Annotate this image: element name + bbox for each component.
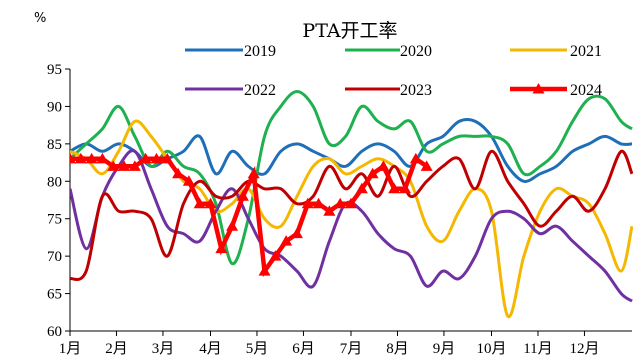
data-point-2024 <box>182 175 195 186</box>
legend-item-2023: 2023 <box>345 82 432 99</box>
x-tick-label: 2月 <box>105 341 128 357</box>
legend: 2019 2020 2021 2022 2023 2024 <box>185 43 602 99</box>
x-tick-label: 7月 <box>340 341 363 357</box>
data-point-2024 <box>247 167 260 179</box>
series-2020 <box>70 90 633 266</box>
data-point-2024 <box>226 220 239 231</box>
y-tick-label: 75 <box>47 212 62 228</box>
x-tick-label: 11月 <box>523 341 552 357</box>
legend-label: 2021 <box>570 43 602 60</box>
x-tick-label: 8月 <box>386 341 409 357</box>
legend-label: 2019 <box>244 43 276 60</box>
y-axis-unit-label: % <box>34 11 46 26</box>
legend-label: 2020 <box>400 43 432 60</box>
x-tick-label: 3月 <box>152 341 175 357</box>
legend-item-2024: 2024 <box>510 82 602 99</box>
legend-item-2020: 2020 <box>345 43 432 60</box>
data-point-2024 <box>161 152 174 164</box>
legend-item-2021: 2021 <box>510 43 602 60</box>
data-point-2024 <box>74 152 87 164</box>
data-point-2024 <box>323 205 336 216</box>
y-tick-label: 95 <box>47 62 62 78</box>
data-point-2024 <box>355 182 368 194</box>
data-point-2024 <box>269 250 282 261</box>
y-tick-label: 80 <box>47 174 62 190</box>
data-point-2024 <box>70 152 76 164</box>
series-line-2024 <box>70 155 428 278</box>
y-tick-label: 65 <box>47 287 62 303</box>
data-point-2024 <box>215 242 228 254</box>
data-point-2024 <box>301 197 314 209</box>
x-tick-label: 10月 <box>476 341 506 357</box>
series-line-2021 <box>70 119 633 318</box>
data-point-2024 <box>236 190 249 201</box>
data-point-2024 <box>96 152 109 164</box>
legend-label: 2023 <box>400 82 432 99</box>
axes: 60 65 70 75 80 85 90 95 1月 2月 3月 4月 5月 6月 7月 8月 9月 10月 11月… <box>47 62 632 357</box>
y-tick-label: 90 <box>47 99 62 115</box>
x-tick-label: 1月 <box>59 341 82 357</box>
data-point-2024 <box>204 197 217 209</box>
legend-marker <box>532 83 545 94</box>
plot-area <box>70 90 633 318</box>
data-point-2024 <box>172 167 185 179</box>
series-2021 <box>70 119 633 318</box>
x-tick-label: 12月 <box>569 341 599 357</box>
x-tick-label: 5月 <box>246 341 269 357</box>
x-tick-label: 9月 <box>433 341 456 357</box>
data-point-2024 <box>388 182 401 194</box>
data-point-2024 <box>258 265 271 276</box>
data-point-2024 <box>399 182 412 194</box>
chart-title: PTA开工率 <box>302 20 397 42</box>
data-point-2024 <box>366 167 379 179</box>
legend-label: 2022 <box>244 82 276 99</box>
data-point-2024 <box>312 197 325 209</box>
legend-item-2022: 2022 <box>185 82 276 99</box>
data-point-2024 <box>334 197 347 209</box>
data-point-2024 <box>290 227 303 239</box>
data-point-2024 <box>150 152 163 164</box>
legend-item-2019: 2019 <box>185 43 276 60</box>
data-point-2024 <box>409 152 422 164</box>
data-point-2024 <box>85 152 98 164</box>
data-point-2024 <box>193 197 206 209</box>
data-point-2024 <box>420 160 433 171</box>
data-point-2024 <box>128 160 141 171</box>
data-point-2024 <box>107 160 120 171</box>
series-line-2023 <box>70 149 633 282</box>
series-2024 <box>70 152 433 278</box>
x-tick-label: 4月 <box>199 341 222 357</box>
y-tick-label: 85 <box>47 137 62 153</box>
legend-label: 2024 <box>570 82 602 99</box>
y-tick-label: 60 <box>47 324 62 340</box>
y-tick-label: 70 <box>47 249 62 265</box>
data-point-2024 <box>377 160 390 171</box>
series-line-2020 <box>70 90 633 266</box>
data-point-2024 <box>345 197 357 209</box>
series-2023 <box>70 149 633 282</box>
data-point-2024 <box>118 160 131 171</box>
data-point-2024 <box>139 152 152 164</box>
data-point-2024 <box>280 235 293 246</box>
x-tick-label: 6月 <box>292 341 315 357</box>
